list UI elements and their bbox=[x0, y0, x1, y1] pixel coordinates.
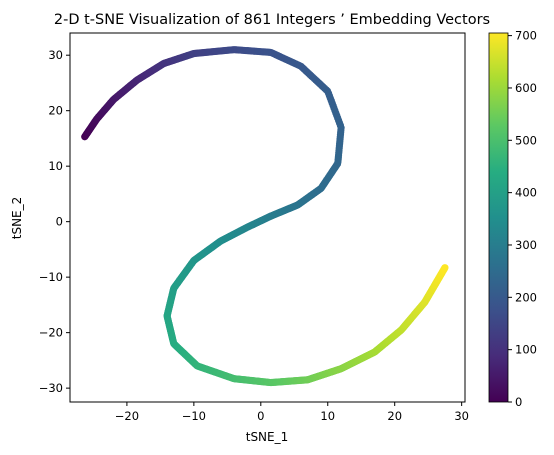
colorbar-tick-label: 400 bbox=[515, 186, 537, 200]
x-axis-label: tSNE_1 bbox=[246, 430, 289, 444]
x-axis: −20 −10 0 10 20 30 bbox=[115, 402, 469, 423]
y-axis: −30 −20 −10 0 10 20 30 bbox=[39, 48, 70, 395]
scatter-points bbox=[81, 46, 449, 387]
chart-title: 2-D t-SNE Visualization of 861 Integers … bbox=[54, 12, 490, 28]
y-tick-label: 10 bbox=[48, 159, 63, 173]
y-tick-label: 20 bbox=[48, 104, 63, 118]
colorbar-tick-label: 100 bbox=[515, 343, 537, 357]
y-tick-label: −30 bbox=[39, 381, 63, 395]
x-tick-label: 30 bbox=[454, 409, 469, 423]
x-tick-label: 20 bbox=[387, 409, 402, 423]
y-tick-label: −20 bbox=[39, 326, 63, 340]
colorbar-tick-label: 600 bbox=[515, 81, 537, 95]
scatter-point bbox=[441, 264, 449, 272]
x-tick-label: 0 bbox=[257, 409, 264, 423]
colorbar-axis: 0 100 200 300 400 500 600 700 bbox=[508, 29, 537, 409]
x-tick-label: −20 bbox=[115, 409, 139, 423]
y-tick-label: 0 bbox=[56, 215, 63, 229]
y-axis-label: tSNE_2 bbox=[10, 197, 24, 240]
colorbar-tick-label: 700 bbox=[515, 29, 537, 43]
colorbar-tick-label: 300 bbox=[515, 238, 537, 252]
colorbar-tick-label: 200 bbox=[515, 290, 537, 304]
x-tick-label: 10 bbox=[320, 409, 335, 423]
x-tick-label: −10 bbox=[182, 409, 206, 423]
colorbar bbox=[488, 32, 509, 403]
colorbar-tick-label: 0 bbox=[515, 395, 522, 409]
colorbar-tick-label: 500 bbox=[515, 133, 537, 147]
y-tick-label: −10 bbox=[39, 270, 63, 284]
plot-frame bbox=[69, 32, 466, 403]
y-tick-label: 30 bbox=[48, 48, 63, 62]
